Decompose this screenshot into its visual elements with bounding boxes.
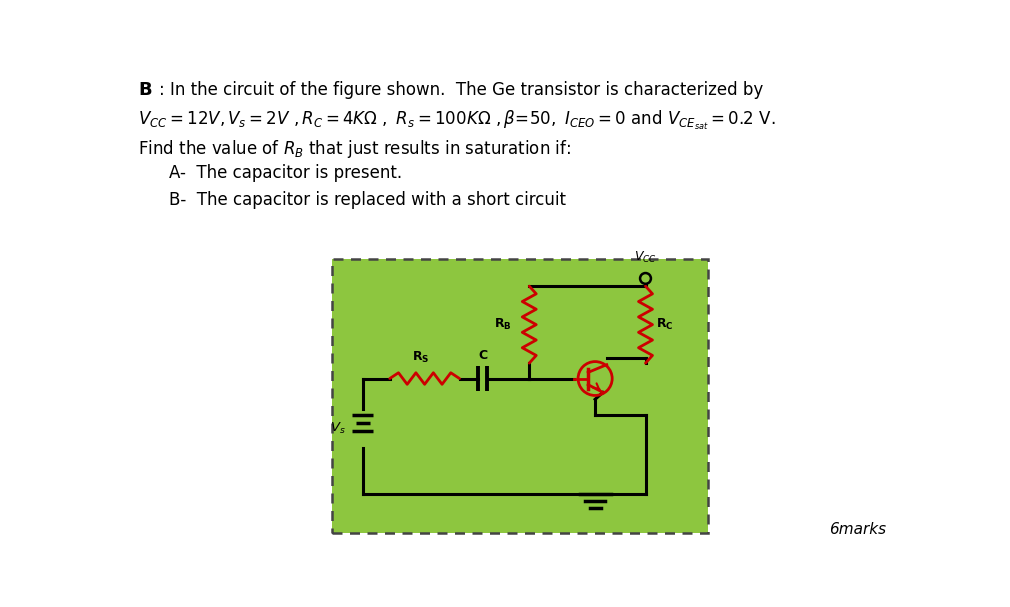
Bar <box>331 259 707 532</box>
Text: $\mathbf{R_B}$: $\mathbf{R_B}$ <box>495 317 512 332</box>
Text: $V_s$: $V_s$ <box>330 421 345 436</box>
Text: A-  The capacitor is present.: A- The capacitor is present. <box>169 164 402 183</box>
Text: 6marks: 6marks <box>828 522 886 537</box>
Text: $\mathbf{B}$: $\mathbf{B}$ <box>138 81 153 98</box>
Text: $V_{CC}$: $V_{CC}$ <box>634 250 656 265</box>
Text: B-  The capacitor is replaced with a short circuit: B- The capacitor is replaced with a shor… <box>169 191 566 209</box>
Bar <box>331 259 707 532</box>
Text: : In the circuit of the figure shown.  The Ge transistor is characterized by: : In the circuit of the figure shown. Th… <box>159 81 763 98</box>
Text: $V_{CC} = 12V, V_s = 2V\ ,R_C = 4K\Omega\ ,\ R_s = 100K\Omega\ ,\beta\!=\!50,\ I: $V_{CC} = 12V, V_s = 2V\ ,R_C = 4K\Omega… <box>138 109 776 132</box>
Text: $\mathbf{R_S}$: $\mathbf{R_S}$ <box>412 350 429 365</box>
Text: $\mathbf{R_C}$: $\mathbf{R_C}$ <box>655 317 673 332</box>
Text: $\mathbf{C}$: $\mathbf{C}$ <box>478 348 488 362</box>
Text: Find the value of $R_B$ that just results in saturation if:: Find the value of $R_B$ that just result… <box>138 138 571 160</box>
